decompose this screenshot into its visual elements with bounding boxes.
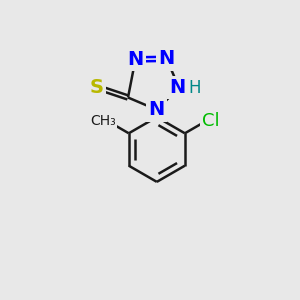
Text: N: N <box>159 49 175 68</box>
Text: N: N <box>127 50 144 69</box>
Text: H: H <box>188 79 200 97</box>
Text: CH₃: CH₃ <box>90 114 116 128</box>
Text: S: S <box>90 78 104 97</box>
Text: Cl: Cl <box>202 112 220 130</box>
Text: N: N <box>169 78 186 97</box>
Text: N: N <box>149 100 165 119</box>
